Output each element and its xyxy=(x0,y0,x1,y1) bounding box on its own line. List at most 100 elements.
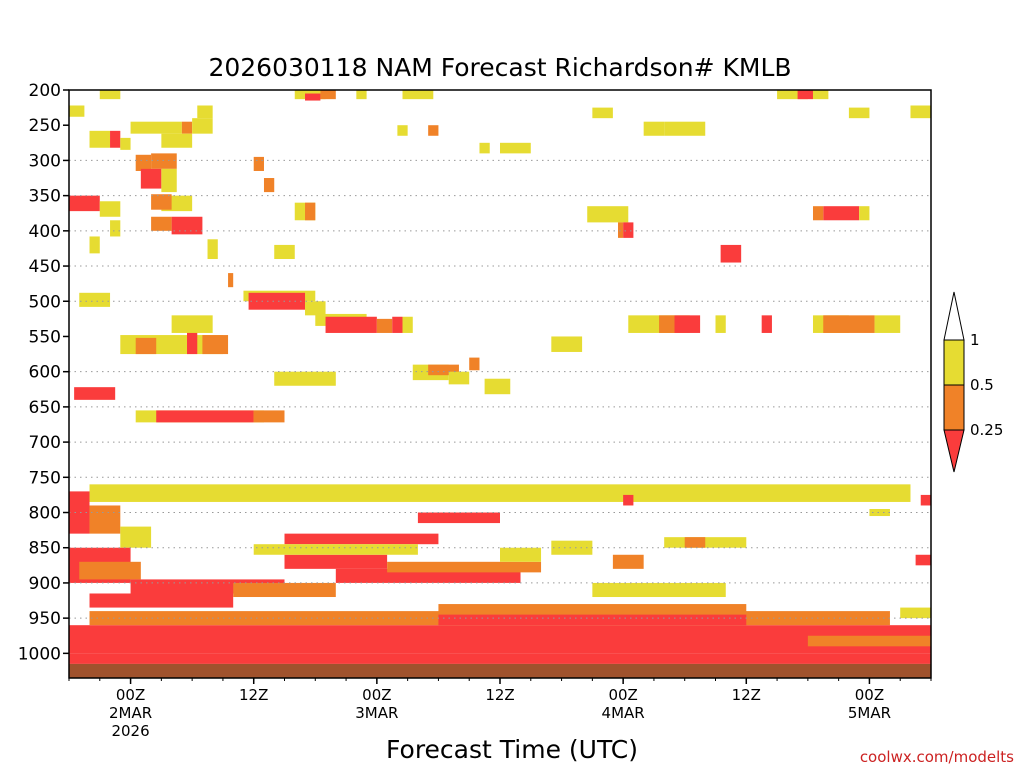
heatmap-cell xyxy=(592,107,613,119)
heatmap-cell xyxy=(356,90,367,100)
legend-swatch xyxy=(943,384,965,431)
x-tick-label: 00Z xyxy=(855,686,884,704)
y-tick-label: 200 xyxy=(29,81,61,101)
heatmap-cell xyxy=(720,244,742,263)
heatmap-cell xyxy=(110,220,121,237)
heatmap-cell xyxy=(551,336,583,352)
heatmap-cell xyxy=(612,554,644,569)
y-tick-label: 600 xyxy=(29,363,61,383)
heatmap-cell xyxy=(484,378,511,395)
y-tick-label: 800 xyxy=(29,504,61,524)
heatmap-cell xyxy=(263,178,275,193)
y-tick-label: 650 xyxy=(29,398,61,418)
heatmap-cell xyxy=(715,315,726,333)
heatmap-cell xyxy=(812,206,824,221)
heatmap-cell xyxy=(392,316,403,333)
heatmap-cell xyxy=(202,335,229,355)
heatmap-cell xyxy=(807,635,931,647)
heatmap-cell xyxy=(761,315,772,333)
y-tick-label: 450 xyxy=(29,257,61,277)
heatmap-cell xyxy=(151,216,172,231)
legend: 1 0.5 0.25 xyxy=(943,291,1003,473)
heatmap-cell xyxy=(197,105,213,119)
cells-layer xyxy=(69,90,931,664)
y-axis: 200 250 300 350 400 450 500 550 600 650 700 750 800 8… xyxy=(18,81,69,664)
heatmap-cell xyxy=(915,554,931,566)
heatmap-cell xyxy=(253,156,264,171)
heatmap-cell xyxy=(284,533,439,545)
heatmap-cell xyxy=(69,653,931,664)
legend-label: 1 xyxy=(970,331,980,349)
legend-swatch-bottom xyxy=(943,429,965,473)
heatmap-cell xyxy=(643,121,665,136)
heatmap-cell xyxy=(500,142,531,154)
heatmap-cell xyxy=(623,222,634,238)
y-tick-label: 500 xyxy=(29,292,61,312)
heatmap-cell xyxy=(618,222,624,238)
y-tick-label: 700 xyxy=(29,433,61,453)
heatmap-cell xyxy=(320,90,336,100)
heatmap-cell xyxy=(684,537,706,548)
heatmap-cell xyxy=(859,206,870,221)
heatmap-cell xyxy=(376,318,393,333)
heatmap-cell xyxy=(135,337,157,355)
y-tick-label: 250 xyxy=(29,116,61,136)
gridlines xyxy=(69,159,931,619)
heatmap-cell xyxy=(110,130,121,148)
heatmap-cell xyxy=(89,505,121,534)
legend-swatch xyxy=(943,339,965,386)
heatmap-cell xyxy=(99,90,121,100)
y-tick-label: 550 xyxy=(29,327,61,347)
heatmap-cell xyxy=(797,90,813,100)
x-tick-label: 2026 xyxy=(111,722,149,740)
ground-band xyxy=(69,663,931,678)
x-tick-label: 3MAR xyxy=(355,704,398,722)
heatmap-cell xyxy=(305,202,316,221)
heatmap-cell xyxy=(587,206,629,223)
heatmap-cell xyxy=(659,315,675,333)
heatmap-cell xyxy=(228,273,234,288)
heatmap-cell xyxy=(284,554,388,569)
x-tick-label: 00Z xyxy=(608,686,637,704)
heatmap-cell xyxy=(171,216,203,235)
heatmap-cell xyxy=(74,387,116,400)
legend-label: 0.25 xyxy=(970,421,1003,439)
heatmap-cell xyxy=(823,206,860,221)
heatmap-cell xyxy=(910,105,931,119)
heatmap-cell xyxy=(69,195,100,212)
heatmap-cell xyxy=(181,121,193,134)
y-tick-label: 750 xyxy=(29,468,61,488)
chart-title: 2026030118 NAM Forecast Richardson# KMLB xyxy=(208,53,791,82)
heatmap-cell xyxy=(89,130,111,148)
heatmap-cell xyxy=(69,625,931,654)
heatmap-cell xyxy=(900,607,931,619)
heatmap-cell xyxy=(402,316,413,333)
heatmap-cell xyxy=(438,614,747,626)
heatmap-cell xyxy=(469,357,480,371)
heatmap-cell xyxy=(253,410,285,423)
heatmap-cell xyxy=(253,544,418,555)
heatmap-cell xyxy=(674,315,701,333)
heatmap-cell xyxy=(869,508,890,517)
heatmap-cell xyxy=(161,133,193,148)
y-tick-label: 1000 xyxy=(18,644,61,664)
heatmap-cell xyxy=(89,593,234,608)
y-tick-label: 900 xyxy=(29,574,61,594)
x-tick-label: 12Z xyxy=(732,686,761,704)
heatmap-cell xyxy=(592,582,726,598)
heatmap-cell xyxy=(248,292,306,310)
y-tick-label: 850 xyxy=(29,539,61,559)
x-axis-label: Forecast Time (UTC) xyxy=(386,735,638,764)
heatmap-cell xyxy=(135,154,152,171)
heatmap-cell xyxy=(623,494,634,506)
y-tick-label: 950 xyxy=(29,609,61,629)
heatmap-cell xyxy=(89,236,100,254)
heatmap-cell xyxy=(920,494,931,506)
heatmap-cell xyxy=(120,526,152,548)
heatmap-cell xyxy=(161,168,177,193)
heatmap-cell xyxy=(305,93,321,101)
x-tick-label: 00Z xyxy=(116,686,145,704)
heatmap-cell xyxy=(89,484,911,502)
heatmap-cell xyxy=(664,121,706,136)
